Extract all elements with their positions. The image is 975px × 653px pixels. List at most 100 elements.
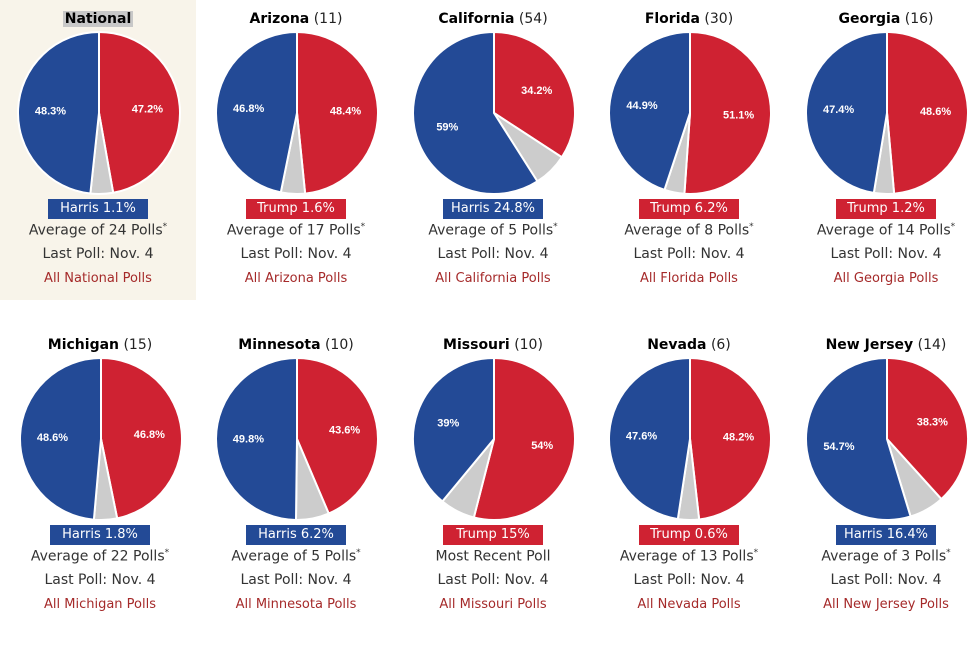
all-polls-link[interactable]: All New Jersey Polls [823,597,949,612]
harris-slice [412,30,539,195]
all-polls-link[interactable]: All National Polls [44,271,152,286]
state-title[interactable]: National [0,9,196,29]
state-title[interactable]: Arizona (11) [198,9,394,29]
harris-slice [17,30,100,195]
last-poll: Last Poll: Nov. 4 [44,572,156,588]
harris-slice [608,356,691,521]
pie-chart: 51.1% 44.9% [608,30,772,195]
electoral-votes: (15) [123,337,153,353]
state-poll-card: National 47.2% 48.3% Harris 1.1% Average … [0,0,196,300]
harris-slice [18,356,102,521]
trump-slice [886,30,970,195]
state-poll-card: Michigan (15) 46.8% 48.6% Harris 1.8% Ave… [2,326,198,626]
trump-slice [689,356,772,521]
trump-pct-label: 38.3% [917,417,948,429]
harris-slice [412,356,495,503]
state-title[interactable]: California (54) [395,9,591,29]
lead-badge: Trump 6.2% [639,199,739,219]
electoral-votes: (54) [518,11,548,27]
all-polls-link[interactable]: All California Polls [435,271,551,286]
state-title[interactable]: New Jersey (14) [788,335,975,355]
footnote-star[interactable]: * [360,222,366,232]
state-poll-card: Arizona (11) 48.4% 46.8% Trump 1.6% Avera… [198,0,394,300]
harris-pct-label: 46.8% [233,103,264,115]
all-polls-link[interactable]: All Georgia Polls [833,271,939,286]
harris-slice [805,30,888,195]
trump-pct-label: 47.2% [132,104,163,116]
trump-slice [100,356,183,520]
trump-pct-label: 54% [531,440,553,452]
electoral-votes: (11) [313,11,343,27]
trump-pct-label: 43.6% [329,424,360,436]
state-title[interactable]: Georgia (16) [788,9,975,29]
all-polls-link[interactable]: All Minnesota Polls [235,597,357,612]
poll-count-text: Average of 13 Polls [619,548,754,565]
state-name[interactable]: Georgia [838,11,901,27]
footnote-star[interactable]: * [553,222,558,232]
footnote-star[interactable]: * [749,222,754,232]
poll-count: Average of 24 Polls* [0,222,196,239]
footnote-star[interactable]: * [164,548,170,558]
state-poll-card: New Jersey (14) 38.3% 54.7% Harris 16.4% … [788,326,975,626]
footnote-star[interactable]: * [753,548,759,558]
pie-chart: 43.6% 49.8% [214,356,379,522]
harris-pct-label: 48.6% [37,432,68,444]
electoral-votes: (14) [917,337,947,353]
state-name[interactable]: Missouri [443,337,510,353]
poll-count-text: Average of 8 Polls [624,222,750,239]
electoral-votes: (6) [710,337,731,353]
last-poll: Last Poll: Nov. 4 [240,572,352,588]
trump-pct-label: 46.8% [134,429,165,441]
last-poll: Last Poll: Nov. 4 [437,246,549,262]
lead-badge: Harris 1.8% [50,525,150,545]
last-poll: Last Poll: Nov. 4 [240,246,352,262]
all-polls-link[interactable]: All Nevada Polls [637,597,741,612]
state-title[interactable]: Nevada (6) [591,335,787,355]
electoral-votes: (10) [514,337,543,353]
state-name[interactable]: Nevada [647,337,707,353]
state-name[interactable]: Michigan [47,337,120,353]
poll-count: Average of 14 Polls* [788,222,975,239]
poll-count-text: Average of 22 Polls [30,548,165,565]
all-polls-link[interactable]: All Arizona Polls [244,271,348,286]
poll-count: Average of 5 Polls* [198,548,394,565]
pie-chart: 48.6% 47.4% [805,30,970,195]
trump-pct-label: 34.2% [521,85,552,97]
state-name[interactable]: Minnesota [238,337,321,353]
pie-chart: 46.8% 48.6% [18,356,183,521]
poll-count-text: Most Recent Poll [435,548,551,565]
harris-slice [805,356,912,521]
state-poll-card: Minnesota (10) 43.6% 49.8% Harris 6.2% Av… [198,326,394,626]
last-poll: Last Poll: Nov. 4 [42,246,154,262]
pie-chart: 34.2% 59% [412,30,576,195]
state-name[interactable]: Arizona [249,11,310,27]
poll-count: Average of 8 Polls* [591,222,787,239]
footnote-star[interactable]: * [356,548,361,558]
poll-count: Average of 5 Polls* [395,222,591,239]
trump-pct-label: 48.6% [920,106,951,118]
state-name[interactable]: Florida [644,11,700,27]
state-title[interactable]: Minnesota (10) [198,335,394,355]
state-poll-card: Florida (30) 51.1% 44.9% Trump 6.2% Avera… [591,0,787,300]
harris-pct-label: 59% [436,122,458,134]
state-name[interactable]: California [438,11,515,27]
state-title[interactable]: Florida (30) [591,9,787,29]
pie-chart: 48.4% 46.8% [215,30,379,195]
last-poll: Last Poll: Nov. 4 [830,246,942,262]
trump-slice [98,30,181,194]
footnote-star[interactable]: * [950,222,956,232]
all-polls-link[interactable]: All Florida Polls [640,271,738,286]
state-title[interactable]: Michigan (15) [2,335,198,355]
trump-slice [296,356,379,515]
lead-badge: Harris 1.1% [48,199,148,219]
all-polls-link[interactable]: All Michigan Polls [44,597,156,612]
all-polls-link[interactable]: All Missouri Polls [439,597,547,612]
state-name[interactable]: New Jersey [825,337,914,353]
electoral-votes: (10) [324,337,354,353]
trump-pct-label: 48.4% [330,106,361,118]
state-name[interactable]: National [62,11,134,27]
footnote-star[interactable]: * [946,548,951,558]
lead-badge: Trump 0.6% [639,525,739,545]
footnote-star[interactable]: * [162,222,168,232]
state-title[interactable]: Missouri (10) [395,335,591,355]
